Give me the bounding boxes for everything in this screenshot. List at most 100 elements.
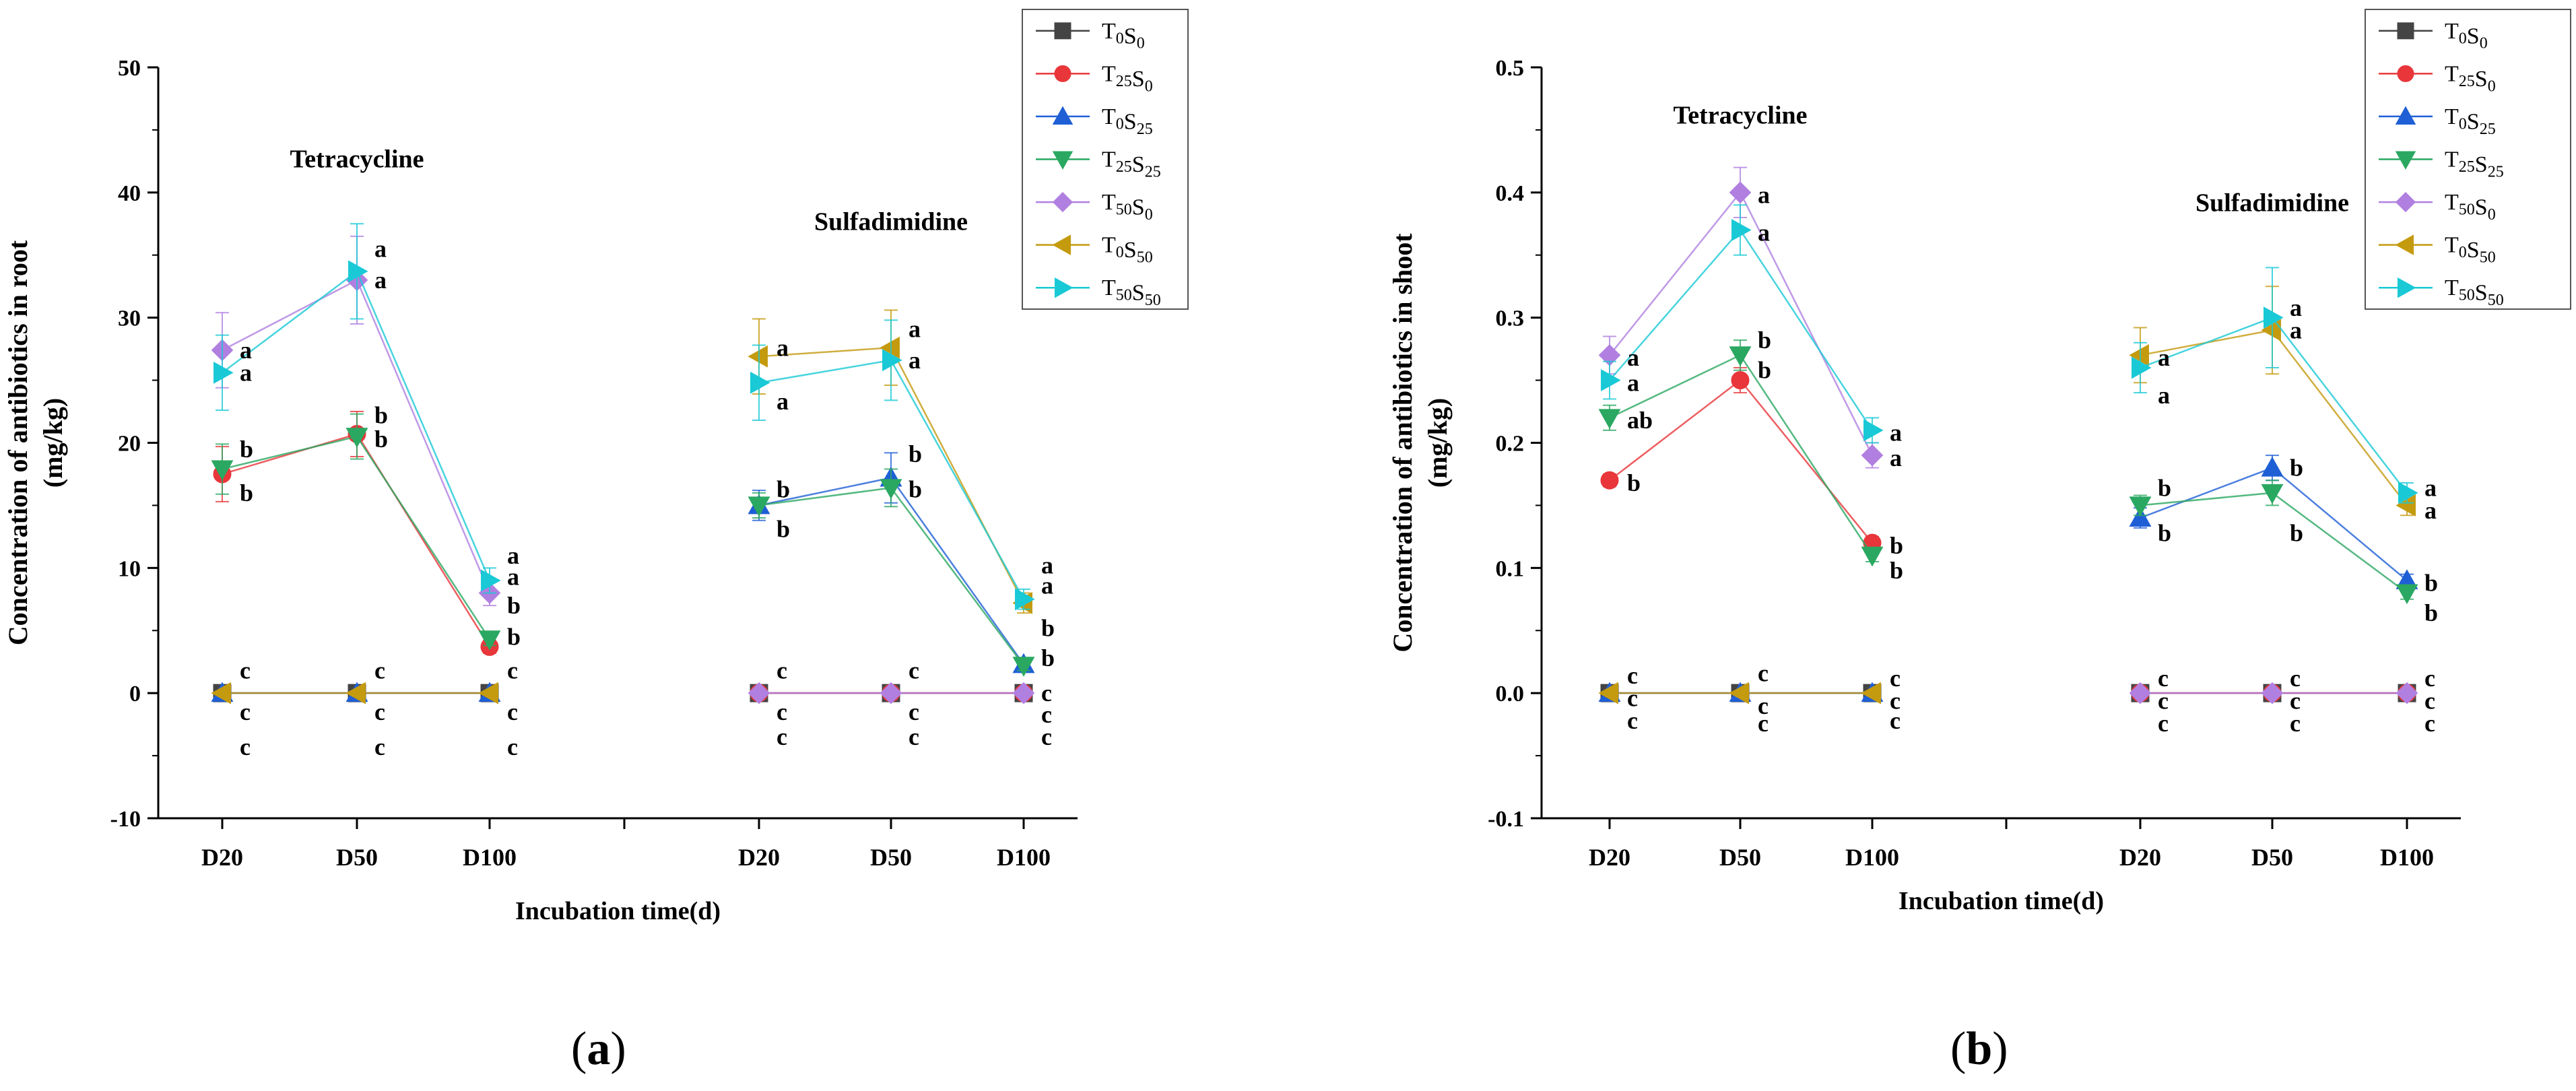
x-tick-label: D20 (1589, 844, 1630, 871)
significance-letter: c (2290, 687, 2301, 714)
legend-label: T50S50 (2445, 275, 2504, 309)
significance-letter: b (374, 402, 388, 429)
legend-label: T25S0 (2445, 61, 2496, 95)
legend-marker (2397, 22, 2414, 40)
legend-marker (2397, 277, 2416, 298)
significance-letter: c (2290, 665, 2301, 692)
significance-letter: c (909, 723, 919, 750)
legend-marker (1052, 151, 1074, 170)
legend-label-part: 50 (2488, 292, 2504, 309)
data-point (2396, 682, 2418, 704)
data-point (1861, 444, 1884, 467)
data-point (748, 496, 770, 517)
legend-label-part: 25 (2459, 158, 2475, 176)
significance-letter: a (2158, 382, 2170, 409)
legend-label-part: S (1132, 67, 1145, 92)
significance-letter: a (240, 359, 252, 386)
data-point (1598, 409, 1621, 429)
significance-letter: b (507, 624, 521, 651)
legend-label: T25S25 (1102, 147, 1161, 181)
legend-label-part: T (1102, 104, 1116, 129)
panel-label-b: (b) (1950, 1023, 2008, 1075)
y-tick-label: 0.1 (1496, 556, 1525, 581)
significance-letter: a (2158, 344, 2170, 371)
data-point (2261, 484, 2284, 504)
x-tick-label: D50 (1719, 844, 1761, 871)
legend-label-part: 0 (2488, 77, 2496, 95)
data-point (2261, 319, 2281, 341)
legend-label-part: 25 (1116, 73, 1132, 90)
data-point (880, 479, 902, 500)
series-line (1609, 378, 1873, 543)
legend-label-part: T (1102, 275, 1116, 300)
legend-label-part: 50 (2480, 249, 2496, 267)
legend-label-part: 0 (2488, 206, 2496, 224)
y-tick-label: 0 (129, 682, 141, 706)
legend-label-part: 0 (2459, 115, 2467, 133)
significance-letter: a (240, 337, 252, 364)
significance-letter: a (909, 347, 921, 374)
legend-label-part: 50 (1116, 201, 1132, 219)
data-point (2129, 506, 2152, 527)
significance-letter: a (1758, 219, 1770, 246)
significance-letter: c (507, 733, 518, 760)
y-axis-title: Concentration of antibiotics in shoot (1387, 233, 1418, 653)
legend-label-part: 25 (1137, 121, 1153, 138)
x-tick-label: D20 (2119, 844, 2161, 871)
legend-label-part: 25 (2480, 121, 2496, 138)
series-T50S50 (1601, 204, 2418, 504)
data-point (348, 260, 368, 283)
legend-label-part: T (2445, 233, 2459, 258)
legend-item: T0S0 (2379, 19, 2488, 53)
significance-letter: c (1890, 707, 1901, 734)
data-point (2261, 682, 2284, 704)
data-point (2132, 356, 2152, 379)
legend-item: T0S50 (2379, 233, 2496, 267)
legend-item: T0S50 (1036, 233, 1153, 267)
significance-letter: b (1758, 327, 1771, 354)
series-T50S50 (213, 223, 1035, 611)
legend-label: T25S0 (1102, 61, 1153, 95)
significance-letter: a (909, 315, 921, 342)
legend-label-part: S (2467, 238, 2480, 263)
data-point (882, 349, 902, 372)
data-point (2398, 482, 2418, 504)
legend-label-part: 50 (2459, 201, 2475, 219)
data-point (2129, 496, 2152, 517)
legend-label-part: S (2475, 67, 2488, 92)
legend-label-part: T (1102, 233, 1116, 258)
legend-marker (2395, 151, 2416, 170)
significance-letter: c (909, 657, 919, 684)
y-tick-label: 10 (118, 556, 141, 581)
legend-label-part: 25 (2488, 163, 2504, 180)
significance-letter: b (1890, 532, 1903, 559)
data-point (2129, 682, 2152, 704)
data-point (213, 361, 234, 384)
legend-label-part: 50 (2459, 287, 2475, 304)
series-line (2140, 492, 2408, 594)
significance-letter: b (1758, 357, 1771, 384)
legend-label: T50S0 (2445, 190, 2496, 224)
legend-label: T0S25 (1102, 104, 1153, 138)
significance-letter: c (1627, 707, 1638, 734)
x-tick-label: D50 (2251, 844, 2293, 871)
significance-letter: c (240, 698, 251, 725)
significance-letter: a (1627, 369, 1639, 396)
legend-label-part: T (2445, 61, 2459, 86)
series-line (1609, 228, 1874, 431)
significance-letter: b (2424, 570, 2438, 597)
series-line (758, 487, 1025, 667)
significance-letter: a (1758, 182, 1770, 209)
legend-item: T0S25 (1036, 104, 1153, 138)
data-point (1012, 657, 1035, 677)
significance-letter: b (2424, 599, 2438, 626)
legend-marker (1052, 234, 1071, 255)
legend-label-part: S (2467, 24, 2480, 48)
legend-label-part: 25 (1116, 158, 1132, 176)
significance-letter: a (777, 388, 789, 415)
legend-item: T25S0 (1036, 61, 1153, 95)
significance-letter: c (240, 657, 251, 684)
data-point (1601, 369, 1621, 392)
